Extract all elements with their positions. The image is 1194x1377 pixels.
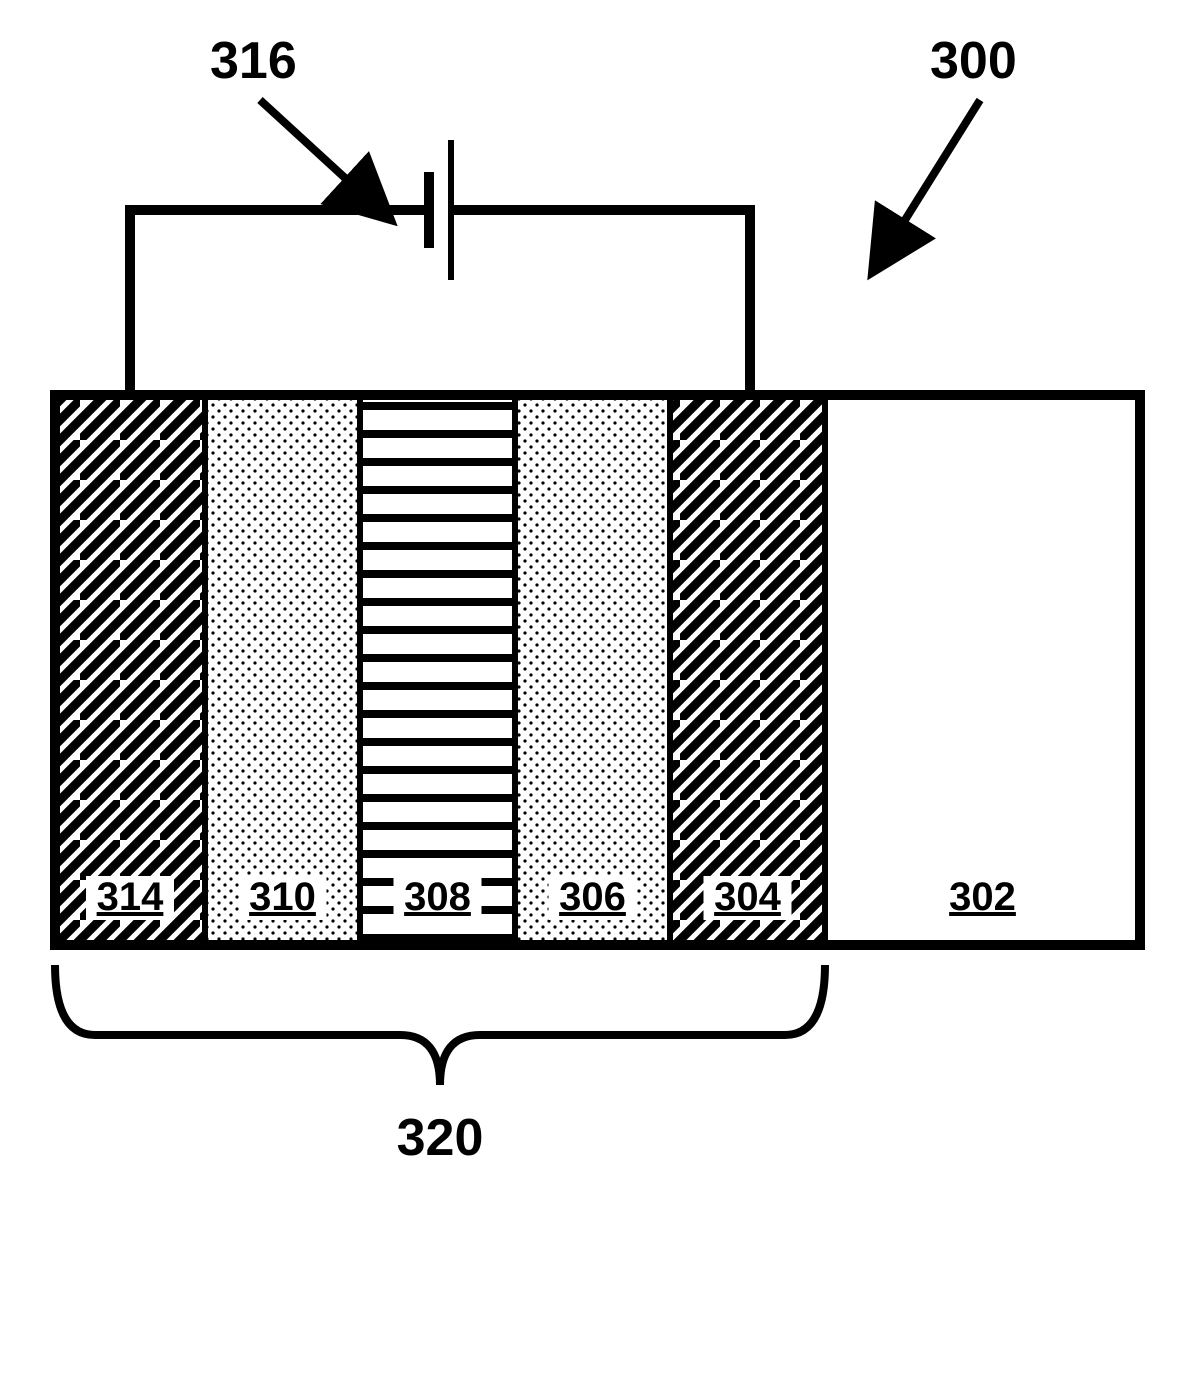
wire-left (130, 210, 429, 395)
device-diagram: 314 310 308 306 304 302 316 300 320 (0, 0, 1194, 1377)
brace-320 (55, 965, 825, 1085)
layer-label-310: 310 (249, 875, 316, 919)
layer-314 (55, 395, 205, 945)
layer-308 (360, 395, 515, 945)
layer-304 (670, 395, 825, 945)
layer-306 (515, 395, 670, 945)
callout-label-300: 300 (930, 32, 1017, 90)
wire-right (451, 210, 750, 395)
layer-label-304: 304 (714, 875, 781, 919)
callout-label-316: 316 (210, 32, 297, 90)
layer-label-308: 308 (404, 875, 471, 919)
layer-label-306: 306 (559, 875, 626, 919)
callout-arrow-316 (260, 100, 380, 210)
layer-302 (825, 395, 1140, 945)
layer-label-302: 302 (949, 875, 1016, 919)
brace-label-320: 320 (397, 1109, 484, 1167)
layer-310 (205, 395, 360, 945)
callout-arrow-300 (880, 100, 980, 260)
layer-label-314: 314 (97, 875, 164, 919)
